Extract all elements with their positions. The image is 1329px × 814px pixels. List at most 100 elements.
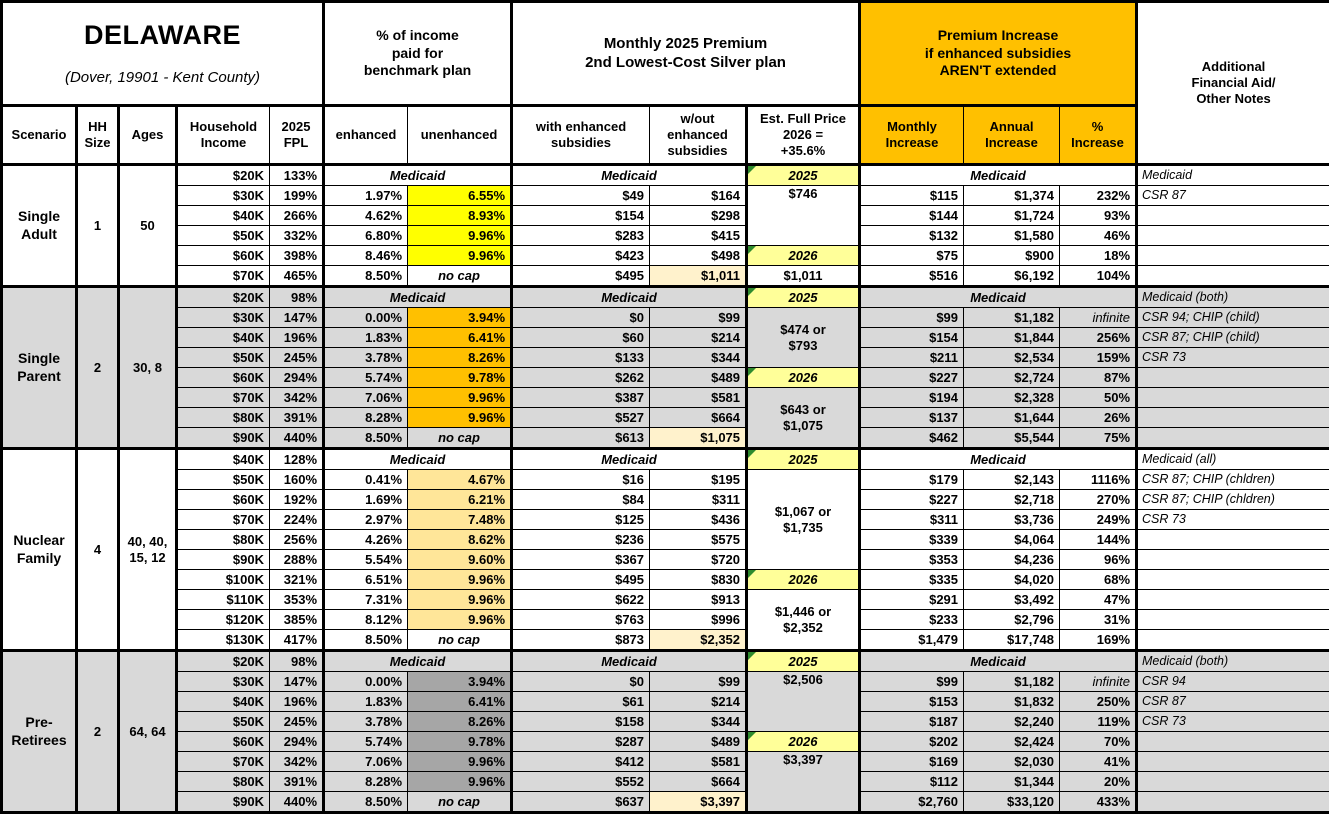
monthly-increase-cell-text: $137 xyxy=(929,410,958,425)
fpl-cell-text: 321% xyxy=(284,572,317,587)
pct-increase-cell: 41% xyxy=(1060,752,1137,772)
notes-cell xyxy=(1137,550,1329,570)
annual-increase-cell-text: $2,424 xyxy=(1014,734,1054,749)
without-subsidies-cell-text: $996 xyxy=(711,612,740,627)
monthly-increase-cell: $187 xyxy=(860,712,964,732)
household-income-cell: $50K xyxy=(177,712,270,732)
with-subsidies-cell-text: $61 xyxy=(622,694,644,709)
fpl-cell-text: 332% xyxy=(284,228,317,243)
pct-increase-cell-text: 119% xyxy=(1097,714,1130,729)
notes-cell xyxy=(1137,570,1329,590)
pct-increase-cell-text: 75% xyxy=(1104,430,1130,445)
annual-increase-cell-text: $1,182 xyxy=(1014,674,1054,689)
ages-cell: 30, 8 xyxy=(119,287,177,449)
notes-cell: CSR 87; CHIP (chldren) xyxy=(1137,470,1329,490)
enhanced-pct-cell: 3.78% xyxy=(324,712,408,732)
annual-increase-cell-text: $1,182 xyxy=(1014,310,1054,325)
notes-cell: CSR 94; CHIP (child) xyxy=(1137,308,1329,328)
pct-increase-cell-text: 169% xyxy=(1097,632,1130,647)
unenhanced-pct-cell: 6.41% xyxy=(408,692,512,712)
household-income-cell-text: $90K xyxy=(233,552,264,567)
with-subsidies-cell: $423 xyxy=(512,246,650,266)
enhanced-pct-cell-text: 6.80% xyxy=(365,228,402,243)
pct-increase-cell-text: 50% xyxy=(1104,390,1130,405)
unenhanced-pct-cell: 6.55% xyxy=(408,186,512,206)
ages-cell: 50 xyxy=(119,165,177,287)
with-subsidies-cell: $154 xyxy=(512,206,650,226)
full-price-year-cell-text: 2026 xyxy=(789,734,818,749)
with-subsidies-cell-text: $387 xyxy=(615,390,644,405)
fpl-cell-text: 196% xyxy=(284,694,317,709)
hh-size-cell-text: 1 xyxy=(94,218,101,233)
medicaid-increase-cell: Medicaid xyxy=(860,165,1137,186)
enhanced-pct-cell-text: 8.50% xyxy=(365,794,402,809)
annual-increase-cell: $1,182 xyxy=(964,672,1060,692)
household-income-cell: $30K xyxy=(177,186,270,206)
household-income-cell-text: $40K xyxy=(233,208,264,223)
ages-cell-text: 50 xyxy=(140,218,154,233)
unenhanced-pct-cell-text: 9.96% xyxy=(468,754,505,769)
medicaid-premium-cell: Medicaid xyxy=(512,449,747,470)
household-income-cell: $90K xyxy=(177,792,270,813)
annual-increase-cell: $1,844 xyxy=(964,328,1060,348)
enhanced-pct-cell-text: 4.62% xyxy=(365,208,402,223)
annual-increase-cell: $2,424 xyxy=(964,732,1060,752)
medicaid-pct-cell-text: Medicaid xyxy=(390,168,446,183)
with-subsidies-cell-text: $49 xyxy=(622,188,644,203)
notes-cell: Medicaid (both) xyxy=(1137,287,1329,308)
with-subsidies-cell: $495 xyxy=(512,266,650,287)
col-header-monthly-increase: Monthly Increase xyxy=(860,106,964,165)
with-subsidies-cell: $0 xyxy=(512,672,650,692)
annual-increase-cell-text: $900 xyxy=(1025,248,1054,263)
pct-increase-cell-text: 144% xyxy=(1097,532,1130,547)
medicaid-premium-cell: Medicaid xyxy=(512,165,747,186)
with-subsidies-cell-text: $158 xyxy=(615,714,644,729)
with-subsidies-cell: $84 xyxy=(512,490,650,510)
notes-cell: CSR 94 xyxy=(1137,672,1329,692)
household-income-cell-text: $40K xyxy=(233,694,264,709)
household-income-cell: $60K xyxy=(177,490,270,510)
fpl-cell: 192% xyxy=(270,490,324,510)
annual-increase-cell-text: $4,020 xyxy=(1014,572,1054,587)
without-subsidies-cell: $164 xyxy=(650,186,747,206)
notes-cell-text: Medicaid (all) xyxy=(1142,452,1216,466)
pct-increase-cell-text: 433% xyxy=(1097,794,1130,809)
unenhanced-pct-cell-text: 6.41% xyxy=(468,330,505,345)
monthly-increase-cell: $227 xyxy=(860,368,964,388)
pct-increase-cell: infinite xyxy=(1060,672,1137,692)
pct-increase-cell: 232% xyxy=(1060,186,1137,206)
notes-cell: CSR 87; CHIP (chldren) xyxy=(1137,490,1329,510)
unenhanced-pct-cell-text: 9.78% xyxy=(468,734,505,749)
fpl-cell: 98% xyxy=(270,651,324,672)
annual-increase-cell-text: $2,240 xyxy=(1014,714,1054,729)
unenhanced-pct-cell: 9.96% xyxy=(408,610,512,630)
col-header-full-price: Est. Full Price 2026 = +35.6% xyxy=(747,106,860,165)
with-subsidies-cell: $0 xyxy=(512,308,650,328)
without-subsidies-cell-text: $2,352 xyxy=(700,632,740,647)
full-price-value-cell: $643 or $1,075 xyxy=(747,388,860,449)
pct-increase-cell: 433% xyxy=(1060,792,1137,813)
monthly-increase-cell-text: $233 xyxy=(929,612,958,627)
with-subsidies-cell-text: $412 xyxy=(615,754,644,769)
monthly-increase-cell-text: $335 xyxy=(929,572,958,587)
unenhanced-pct-cell: 9.60% xyxy=(408,550,512,570)
enhanced-pct-cell-text: 5.74% xyxy=(365,370,402,385)
monthly-increase-cell: $311 xyxy=(860,510,964,530)
col-header-fpl: 2025 FPL xyxy=(270,106,324,165)
annual-increase-cell-text: $2,030 xyxy=(1014,754,1054,769)
ages-cell-text: 40, 40, 15, 12 xyxy=(128,534,168,565)
with-subsidies-cell: $367 xyxy=(512,550,650,570)
monthly-increase-cell-text: $1,479 xyxy=(918,632,958,647)
medicaid-premium-cell: Medicaid xyxy=(512,651,747,672)
with-subsidies-cell: $387 xyxy=(512,388,650,408)
notes-cell-text: CSR 94; CHIP (child) xyxy=(1142,310,1260,324)
annual-increase-cell-text: $1,344 xyxy=(1014,774,1054,789)
annual-increase-cell: $3,492 xyxy=(964,590,1060,610)
full-price-value-cell: $1,011 xyxy=(747,266,860,287)
